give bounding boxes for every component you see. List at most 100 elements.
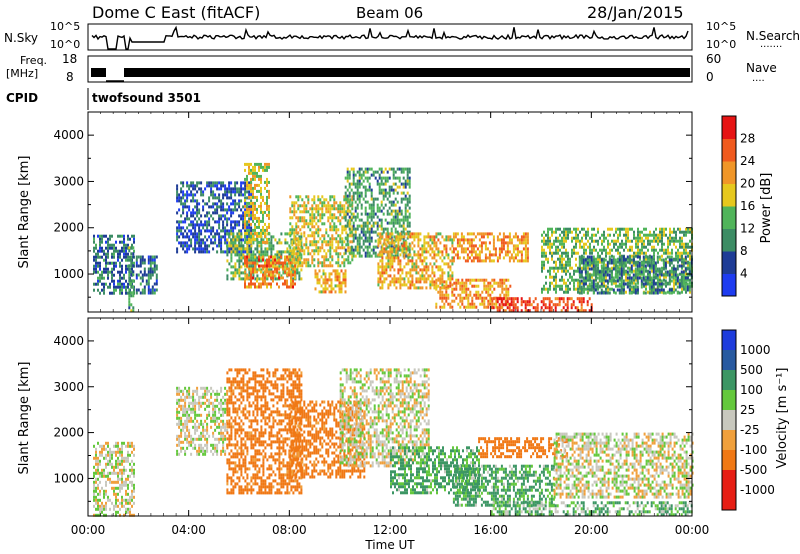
echo-cell (382, 170, 385, 174)
echo-cell (151, 273, 154, 277)
echo-cell (264, 268, 267, 272)
echo-cell (437, 265, 440, 269)
echo-cell (103, 282, 105, 286)
echo-cell (297, 240, 300, 244)
echo-cell (180, 226, 183, 230)
echo-cell (248, 240, 250, 244)
echo-cell (441, 271, 444, 275)
echo-cell (113, 282, 115, 286)
echo-cell (222, 235, 225, 239)
echo-cell (506, 300, 509, 304)
echo-cell (186, 181, 189, 185)
echo-cell (468, 232, 471, 236)
echo-cell (471, 299, 474, 303)
echo-cell (319, 198, 322, 202)
echo-cell (683, 251, 685, 255)
echo-cell (534, 306, 537, 310)
echo-cell (238, 265, 241, 269)
echo-cell (230, 214, 233, 218)
echo-cell (579, 242, 581, 246)
echo-cell (214, 202, 217, 206)
echo-cell (526, 232, 529, 236)
echo-cell (641, 251, 643, 255)
echo-cell (153, 261, 156, 265)
echo-cell (472, 250, 475, 254)
echo-cell (530, 303, 533, 307)
echo-cell (451, 290, 454, 294)
echo-cell (392, 170, 395, 174)
echo-cell (600, 282, 603, 286)
echo-cell (481, 296, 484, 300)
echo-cell (333, 213, 336, 217)
echo-cell (350, 203, 353, 207)
echo-cell (463, 296, 466, 300)
echo-cell (399, 262, 402, 266)
echo-cell (677, 227, 679, 231)
echo-cell (397, 241, 400, 245)
echo-cell (580, 273, 583, 277)
echo-cell (620, 258, 623, 262)
echo-cell (582, 309, 585, 313)
echo-cell (583, 290, 585, 294)
echo-cell (331, 237, 334, 241)
echo-cell (583, 242, 585, 246)
echo-cell (256, 171, 258, 175)
echo-cell (358, 179, 361, 183)
echo-cell (113, 252, 115, 256)
echo-cell (637, 236, 639, 240)
echo-cell (331, 213, 334, 217)
echo-cell (250, 279, 252, 283)
echo-cell (663, 227, 665, 231)
echo-cell (524, 250, 527, 254)
echo-cell (176, 247, 179, 251)
echo-cell (561, 230, 563, 234)
echo-cell (184, 235, 187, 239)
echo-cell (322, 287, 325, 291)
echo-cell (395, 244, 398, 248)
echo-cell (313, 201, 316, 205)
echo-cell (512, 309, 515, 313)
echo-cell (647, 242, 649, 246)
echo-cell (184, 220, 187, 224)
echo-cell (578, 258, 581, 262)
echo-cell (232, 247, 235, 251)
echo-cell (541, 254, 543, 258)
echo-cell (405, 262, 408, 266)
echo-cell (292, 279, 294, 283)
echo-cell (340, 281, 343, 285)
echo-cell (319, 228, 322, 232)
echo-cell (393, 241, 396, 245)
echo-cell (321, 204, 324, 208)
echo-cell (587, 263, 589, 267)
echo-cell (385, 250, 388, 254)
echo-cell (246, 255, 248, 259)
echo-cell (565, 263, 567, 267)
echo-cell (226, 193, 229, 197)
echo-cell (325, 252, 328, 256)
echo-cell (344, 191, 347, 195)
echo-cell (352, 227, 355, 231)
echo-cell (524, 244, 527, 248)
echo-cell (419, 277, 422, 281)
echo-cell (347, 204, 350, 208)
echo-cell (633, 263, 635, 267)
echo-cell (556, 297, 559, 301)
echo-cell (549, 275, 551, 279)
echo-cell (649, 239, 651, 243)
echo-cell (258, 234, 260, 238)
echo-cell (599, 248, 601, 252)
echo-cell (246, 247, 249, 251)
echo-cell (258, 204, 260, 208)
echo-cell (492, 259, 495, 263)
echo-cell (663, 251, 665, 255)
echo-cell (184, 241, 187, 245)
echo-cell (317, 225, 320, 229)
echo-cell (129, 258, 131, 262)
echo-cell (492, 241, 495, 245)
echo-cell (234, 250, 237, 254)
echo-cell (499, 281, 502, 285)
echo-cell (603, 248, 605, 252)
echo-cell (218, 187, 221, 191)
echo-cell (329, 210, 332, 214)
echo-cell (260, 253, 263, 257)
